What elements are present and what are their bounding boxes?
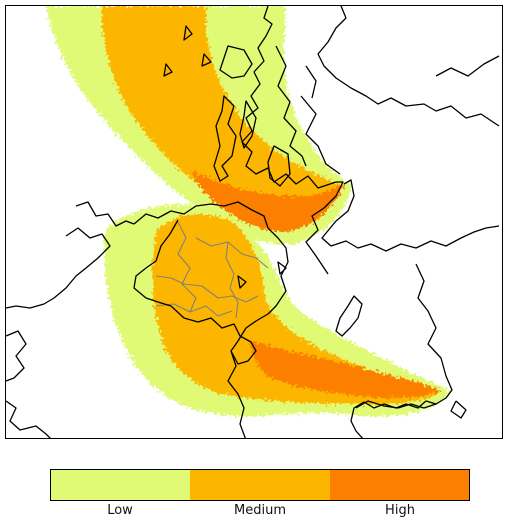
- legend-label-low: Low: [107, 503, 133, 518]
- border-county-3: [155, 275, 259, 303]
- coast-ireland-east: [227, 350, 246, 438]
- border-county-4: [225, 241, 239, 319]
- border-county-1: [177, 221, 197, 313]
- coast-northern-ireland: [133, 201, 289, 352]
- plume-high-band: [191, 171, 441, 399]
- internal-borders: [155, 221, 269, 319]
- map-canvas: [6, 6, 500, 438]
- border-ni-roi: [133, 219, 257, 365]
- international-border: [133, 219, 257, 365]
- plume-medium-south: [152, 214, 441, 405]
- legend-label-medium: Medium: [234, 503, 286, 518]
- coast-ireland-west: [6, 330, 51, 438]
- coast-small-islands: [163, 25, 287, 289]
- coast-wales: [355, 400, 467, 419]
- coast-scotland-sea-lochs: [275, 45, 341, 175]
- coast-england-west: [350, 263, 453, 438]
- plume-medium-north: [101, 6, 341, 211]
- plume-high-north: [191, 171, 344, 232]
- coast-scotland-south: [321, 179, 500, 252]
- coast-mull: [219, 45, 253, 79]
- coast-scotland-east: [317, 6, 500, 127]
- border-county-5: [155, 303, 233, 317]
- coast-ireland-north-west: [6, 201, 135, 309]
- coast-isle-of-man: [335, 295, 363, 337]
- coast-scotland-west: [241, 6, 344, 275]
- plume-map: [5, 5, 503, 439]
- legend-swatch-low: [51, 470, 191, 500]
- legend-label-high: High: [385, 503, 415, 518]
- border-county-2: [195, 237, 269, 269]
- legend-swatch-medium: [190, 470, 330, 500]
- plume-high-south: [250, 341, 441, 399]
- coast-islay-jura: [213, 95, 257, 182]
- coast-arran: [267, 145, 291, 187]
- legend-swatch-high: [329, 470, 469, 500]
- coastlines: [6, 6, 500, 438]
- plume-medium-band: [101, 6, 441, 405]
- concentration-legend: [50, 469, 470, 501]
